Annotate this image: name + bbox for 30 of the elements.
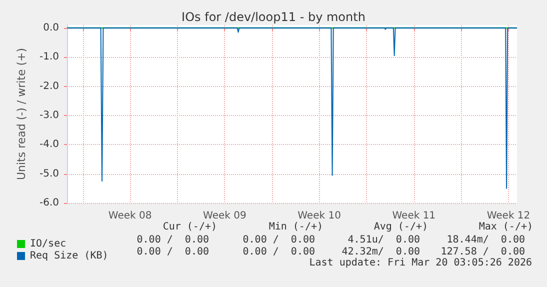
text: Avg (-/+) [374, 222, 428, 232]
x-tick-label: Week 12 [486, 210, 530, 222]
text: Last update: Fri Mar 20 03:05:26 2026 [309, 258, 532, 268]
text: Min (-/+) [268, 222, 324, 232]
x-tick-label: Week 10 [298, 210, 341, 222]
y-tick-label: -5.0 [39, 168, 59, 180]
y-axis-title: Units read (-) / write (+) [15, 48, 28, 180]
x-tick-label: Week 09 [203, 210, 246, 222]
legend-label: Req Size (KB) [30, 250, 108, 262]
text: 0.00 / 0.00 [136, 234, 210, 246]
y-tick-label: 0.0 [43, 22, 59, 34]
x-tick-label: Week 11 [392, 210, 436, 222]
y-tick-label: -1.0 [39, 52, 59, 63]
text: 0.00 / 0.00 [242, 234, 316, 246]
text: 0.00 / 0.00 [242, 246, 316, 258]
text: 42.32m/ 0.00 [342, 246, 420, 258]
text: 127.58 / 0.00 [440, 246, 526, 258]
x-tick-label: Week 08 [108, 210, 152, 222]
line-series [66, 27, 518, 189]
y-tick-label: -3.0 [39, 110, 59, 121]
y-tick-label: -4.0 [39, 139, 59, 150]
text: 18.44m/ 0.00 [446, 234, 526, 246]
text: 4.51u/ 0.00 [348, 234, 420, 246]
text: Max (-/+) [478, 222, 534, 232]
text: Cur (-/+) [162, 222, 218, 232]
chart-title: IOs for /dev/loop11 - by month [182, 10, 366, 24]
text: 0.00 / 0.00 [136, 246, 210, 258]
y-tick-label: -6.0 [39, 198, 59, 208]
legend-label: IO/sec [30, 238, 66, 250]
y-tick-label: -2.0 [39, 80, 59, 92]
